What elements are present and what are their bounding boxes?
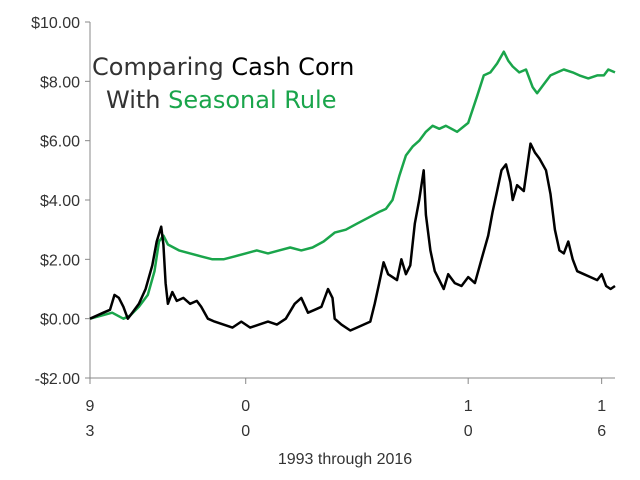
- x-tick-label-line1: 1: [597, 398, 606, 415]
- x-tick-label-line1: 0: [241, 398, 250, 415]
- y-tick-label: $6.00: [40, 134, 80, 151]
- y-tick-label: $10.00: [31, 15, 80, 32]
- x-tick-label-line1: 9: [86, 398, 95, 415]
- y-tick-label: $2.00: [40, 252, 80, 269]
- series-group: [89, 50, 616, 332]
- x-tick-label-line2: 0: [241, 423, 250, 440]
- series-line-seasonal-rule: [89, 50, 616, 320]
- x-axis-title: 1993 through 2016: [278, 451, 412, 468]
- y-tick-label: $8.00: [40, 74, 80, 91]
- y-axis: $10.00 $8.00 $6.00 $4.00 $2.00 $0.00 -$2.00: [31, 15, 91, 388]
- series-line-cash-corn: [89, 142, 616, 332]
- chart-title-line2: With Seasonal Rule: [106, 86, 336, 114]
- x-tick-label-line2: 3: [86, 423, 95, 440]
- x-axis: 9 3 0 0 1 0 1 6: [86, 377, 615, 440]
- x-tick-label-line2: 6: [597, 423, 606, 440]
- x-tick-label-line2: 0: [464, 423, 473, 440]
- y-tick-label: $4.00: [40, 193, 80, 210]
- chart-title-line1: Comparing Cash Corn: [92, 53, 354, 81]
- title-part-comparing: Comparing: [92, 53, 231, 81]
- title-part-seasonal-rule: Seasonal Rule: [168, 86, 336, 114]
- x-tick-label-line1: 1: [464, 398, 473, 415]
- title-part-with: With: [106, 86, 168, 114]
- y-tick-label: -$2.00: [35, 371, 80, 388]
- title-part-cash-corn: Cash Corn: [231, 53, 354, 81]
- y-tick-label: $0.00: [40, 312, 80, 329]
